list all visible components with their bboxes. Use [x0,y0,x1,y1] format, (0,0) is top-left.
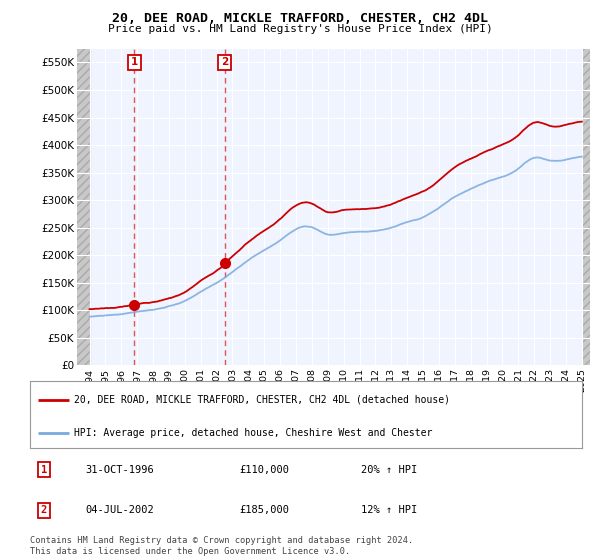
Text: 2: 2 [221,58,228,67]
Text: £110,000: £110,000 [240,465,290,475]
Text: 12% ↑ HPI: 12% ↑ HPI [361,505,418,515]
Bar [582,49,590,365]
Text: HPI: Average price, detached house, Cheshire West and Chester: HPI: Average price, detached house, Ches… [74,428,433,438]
Bar [77,49,89,365]
Text: 31-OCT-1996: 31-OCT-1996 [85,465,154,475]
Text: Contains HM Land Registry data © Crown copyright and database right 2024.
This d: Contains HM Land Registry data © Crown c… [30,536,413,556]
Text: £185,000: £185,000 [240,505,290,515]
Text: Price paid vs. HM Land Registry's House Price Index (HPI): Price paid vs. HM Land Registry's House … [107,24,493,34]
Text: 1: 1 [131,58,138,67]
Text: 04-JUL-2002: 04-JUL-2002 [85,505,154,515]
Text: 1: 1 [41,465,47,475]
Bar [77,49,89,365]
Text: 20, DEE ROAD, MICKLE TRAFFORD, CHESTER, CH2 4DL (detached house): 20, DEE ROAD, MICKLE TRAFFORD, CHESTER, … [74,395,450,405]
Text: 20% ↑ HPI: 20% ↑ HPI [361,465,418,475]
Text: 20, DEE ROAD, MICKLE TRAFFORD, CHESTER, CH2 4DL: 20, DEE ROAD, MICKLE TRAFFORD, CHESTER, … [112,12,488,25]
Text: 2: 2 [41,505,47,515]
